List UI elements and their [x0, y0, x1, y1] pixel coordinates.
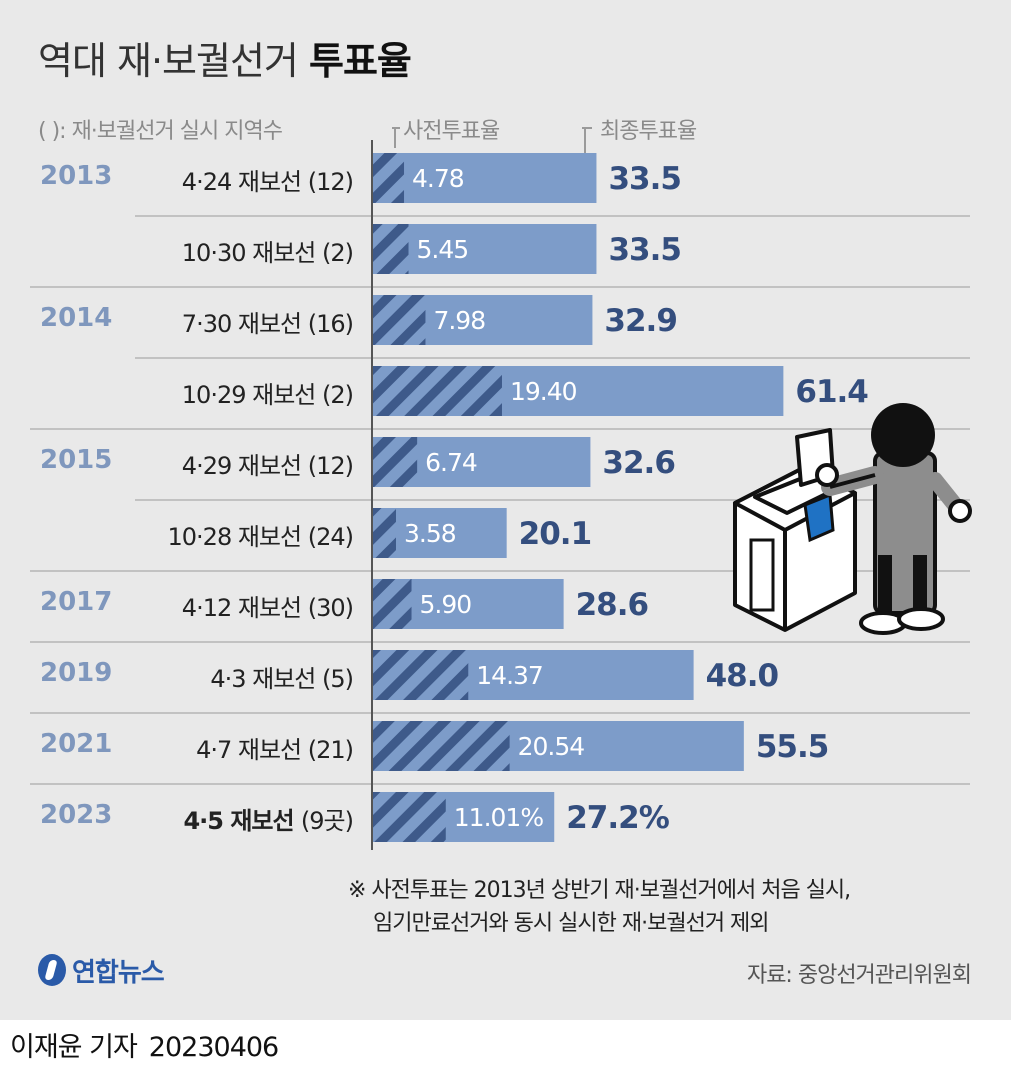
final-turnout-bar [372, 224, 597, 274]
bar-chart: 4.78 33.5 5.45 33.5 7.98 32.9 19.40 61.4 6.74 32.… [30, 127, 972, 850]
election-name: 10·28 재보선 [167, 523, 308, 551]
region-count: (2) [322, 381, 354, 409]
election-name: 4·29 재보선 [181, 452, 308, 480]
early-turnout-bar [372, 508, 396, 558]
election-label: 10·30 재보선 (2) [181, 233, 354, 268]
election-label: 4·29 재보선 (12) [181, 446, 354, 481]
final-turnout-label: 27.2% [566, 800, 669, 836]
early-turnout-label: 6.74 [425, 448, 477, 477]
early-turnout-bar [372, 366, 502, 416]
reporter-name: 이재윤 기자 [10, 1032, 138, 1063]
election-label: 4·7 재보선 (21) [196, 730, 354, 765]
chart-title: 역대 재·보궐선거 투표율 [38, 30, 412, 85]
year-label: 2017 [40, 587, 113, 617]
final-turnout-label: 32.6 [602, 445, 675, 481]
election-label: 10·28 재보선 (24) [167, 517, 354, 552]
region-count: (30) [307, 594, 354, 622]
year-label: 2019 [40, 658, 113, 688]
year-label: 2014 [40, 303, 113, 333]
title-light-text: 역대 재·보궐선거 [38, 39, 299, 83]
region-count: (16) [307, 310, 354, 338]
footnote-line-2: 임기만료선거와 동시 실시한 재·보궐선거 제외 [373, 911, 770, 936]
early-turnout-bar [372, 721, 510, 771]
election-label: 4·3 재보선 (5) [210, 659, 354, 694]
infographic-card: 역대 재·보궐선거 투표율 ( ): 재·보궐선거 실시 지역수 사전투표율 최… [0, 0, 1011, 1020]
final-turnout-label: 28.6 [576, 587, 649, 623]
early-turnout-label: 11.01% [454, 803, 544, 832]
region-count: (24) [307, 523, 354, 551]
region-count: (5) [322, 665, 354, 693]
early-turnout-label: 20.54 [518, 732, 585, 761]
final-turnout-label: 20.1 [519, 516, 592, 552]
yonhap-logo: 연합뉴스 [38, 950, 165, 990]
region-count: (9곳) [300, 807, 354, 835]
election-name: 4·12 재보선 [181, 594, 308, 622]
region-count: (2) [322, 239, 354, 267]
early-turnout-label: 19.40 [510, 377, 577, 406]
early-turnout-bar [372, 792, 446, 842]
election-name: 4·7 재보선 [196, 736, 308, 764]
publish-date: 20230406 [148, 1032, 279, 1063]
legend-final-label: 최종투표율 [600, 119, 697, 144]
yonhap-logo-mark-icon [38, 954, 66, 986]
early-turnout-bar [372, 437, 418, 487]
election-name: 7·30 재보선 [181, 310, 308, 338]
early-turnout-label: 5.90 [420, 590, 472, 619]
election-name: 4·5 재보선 [183, 807, 301, 835]
early-turnout-bar [372, 153, 405, 203]
byline: 이재윤 기자 20230406 [10, 1025, 279, 1064]
election-label: 10·29 재보선 (2) [181, 375, 354, 410]
year-label: 2013 [40, 161, 113, 191]
early-turnout-label: 4.78 [412, 164, 464, 193]
election-label: 4·5 재보선 (9곳) [183, 801, 354, 836]
final-turnout-label: 33.5 [608, 161, 681, 197]
election-label: 4·24 재보선 (12) [181, 162, 354, 197]
early-turnout-label: 7.98 [433, 306, 485, 335]
final-turnout-label: 61.4 [795, 374, 868, 410]
region-count-note: ( ): 재·보궐선거 실시 지역수 [38, 119, 283, 144]
election-name: 10·30 재보선 [181, 239, 322, 267]
final-turnout-label: 55.5 [756, 729, 829, 765]
logo-name: 연합뉴스 [72, 957, 165, 988]
year-label: 2015 [40, 445, 113, 475]
early-turnout-bar [372, 650, 469, 700]
source-credit: 자료: 중앙선거관리위원회 [746, 963, 972, 988]
final-turnout-bar [372, 153, 597, 203]
election-name: 10·29 재보선 [181, 381, 322, 409]
title-bold-text: 투표율 [308, 39, 412, 83]
election-name: 4·3 재보선 [210, 665, 322, 693]
early-turnout-label: 5.45 [417, 235, 469, 264]
early-turnout-bar [372, 224, 409, 274]
final-turnout-label: 33.5 [608, 232, 681, 268]
region-count: (21) [307, 736, 354, 764]
early-turnout-bar [372, 295, 426, 345]
final-turnout-label: 48.0 [706, 658, 779, 694]
final-turnout-label: 32.9 [604, 303, 677, 339]
year-label: 2023 [40, 800, 113, 830]
early-turnout-bar [372, 579, 412, 629]
footnote-line-1: ※ 사전투표는 2013년 상반기 재·보궐선거에서 처음 실시, [348, 878, 851, 903]
election-name: 4·24 재보선 [181, 168, 308, 196]
legend-early-label: 사전투표율 [403, 119, 500, 144]
early-turnout-label: 3.58 [404, 519, 456, 548]
region-count: (12) [307, 168, 354, 196]
voter-illustration [733, 403, 972, 635]
early-turnout-label: 14.37 [476, 661, 543, 690]
election-label: 7·30 재보선 (16) [181, 304, 354, 339]
year-label: 2021 [40, 729, 113, 759]
election-label: 4·12 재보선 (30) [181, 588, 354, 623]
region-count: (12) [307, 452, 354, 480]
